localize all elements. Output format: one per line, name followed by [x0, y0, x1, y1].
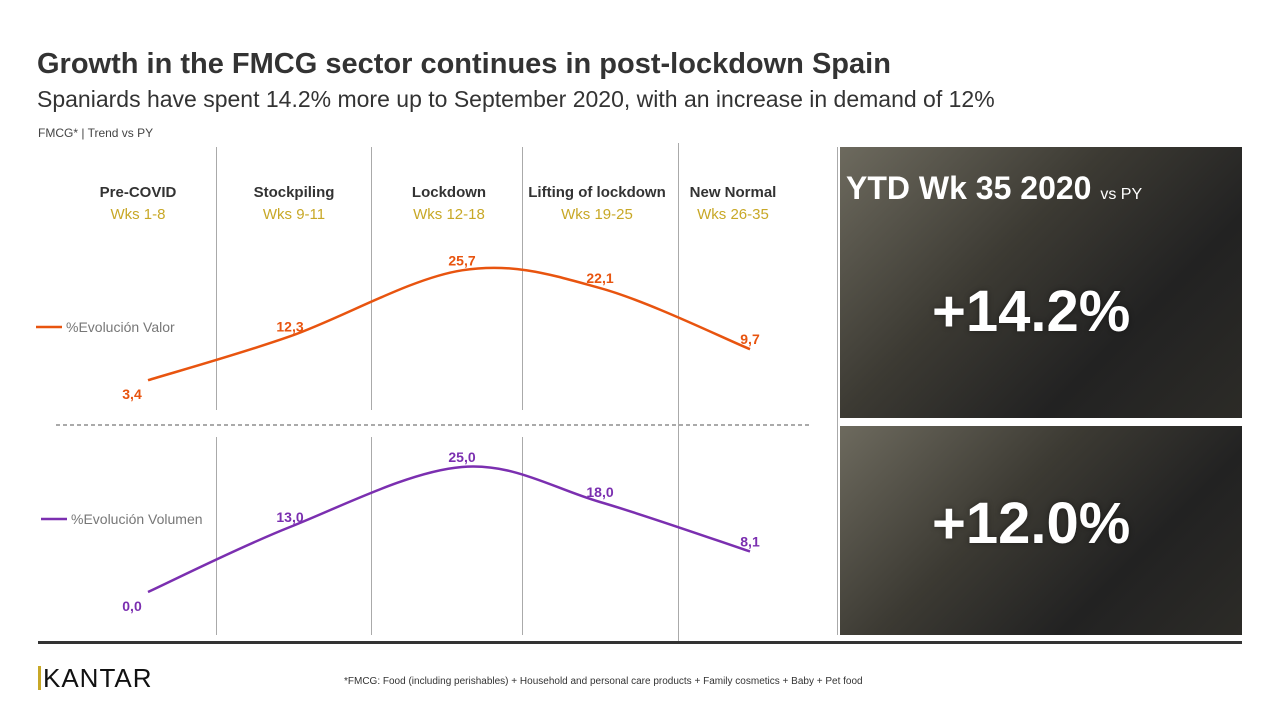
- chart-note: FMCG* | Trend vs PY: [38, 126, 154, 140]
- kpi-value: +14.2%: [932, 279, 1131, 344]
- phase-weeks: Wks 12-18: [413, 206, 485, 223]
- data-label: 3,4: [122, 386, 142, 402]
- bottom-rule: [38, 641, 1242, 644]
- phase-name: New Normal: [689, 184, 777, 201]
- page-title: Growth in the FMCG sector continues in p…: [37, 48, 891, 80]
- data-label: 13,0: [276, 509, 303, 525]
- legend-label: %Evolución Valor: [66, 319, 175, 335]
- data-label: 22,1: [586, 270, 613, 286]
- divider: [678, 143, 679, 643]
- divider: [522, 147, 523, 410]
- legend-label: %Evolución Volumen: [71, 511, 203, 527]
- phase-name: Pre-COVID: [99, 184, 177, 201]
- kpi-volume: +12.0%: [932, 491, 1131, 556]
- phase-weeks: Wks 9-11: [262, 206, 326, 223]
- kpi-heading-text: YTD Wk 35 2020: [846, 170, 1092, 206]
- data-label: 8,1: [740, 534, 760, 550]
- divider: [216, 147, 217, 410]
- kpi-heading-suffix: vs PY: [1100, 186, 1143, 203]
- phase-weeks: Wks 1-8: [110, 206, 166, 223]
- phase-header: New Normal Wks 26-35: [653, 184, 813, 223]
- data-label: 18,0: [586, 484, 613, 500]
- footnote: *FMCG: Food (including perishables) + Ho…: [344, 676, 863, 687]
- data-label: 12,3: [276, 318, 303, 334]
- shopper-photo: [840, 426, 1242, 635]
- data-label: 25,7: [448, 252, 475, 268]
- phase-header: Stockpiling Wks 9-11: [214, 184, 374, 223]
- kpi-heading: YTD Wk 35 2020 vs PY: [846, 170, 1142, 207]
- data-label: 25,0: [448, 449, 475, 465]
- kantar-logo: KANTAR: [38, 665, 153, 691]
- phase-name: Stockpiling: [253, 184, 335, 201]
- phase-name: Lifting of lockdown: [528, 184, 666, 201]
- divider: [371, 437, 372, 635]
- phase-weeks: Wks 26-35: [697, 206, 769, 223]
- divider: [216, 437, 217, 635]
- series-line: [147, 266, 751, 382]
- phase-header: Pre-COVID Wks 1-8: [58, 184, 218, 223]
- divider: [522, 437, 523, 635]
- divider: [371, 147, 372, 410]
- shopper-photo: [840, 147, 1242, 418]
- divider: [837, 147, 838, 635]
- phase-weeks: Wks 19-25: [561, 206, 633, 223]
- data-label: 9,7: [740, 331, 760, 347]
- series-line: [147, 465, 751, 594]
- phase-header: Lifting of lockdown Wks 19-25: [517, 184, 677, 223]
- data-label: 0,0: [122, 598, 142, 614]
- phase-name: Lockdown: [411, 184, 487, 201]
- phase-header: Lockdown Wks 12-18: [369, 184, 529, 223]
- page-subtitle: Spaniards have spent 14.2% more up to Se…: [37, 86, 995, 112]
